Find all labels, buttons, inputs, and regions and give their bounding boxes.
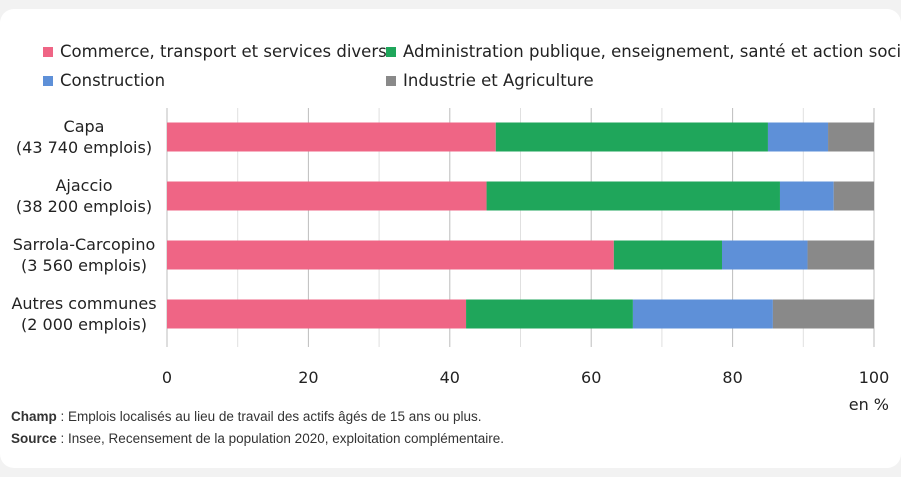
- bar-1-2: [779, 181, 834, 211]
- x-tick-60: 60: [581, 368, 601, 387]
- bar-0-0: [167, 122, 496, 152]
- category-label-2: Sarrola-Carcopino (3 560 emplois): [13, 235, 156, 275]
- chart-card: [0, 9, 901, 468]
- legend-label-0: Commerce, transport et services divers: [60, 42, 387, 61]
- bar-3-1: [466, 299, 633, 329]
- legend-swatch-3: [386, 76, 396, 86]
- champ-label: Champ: [11, 409, 57, 424]
- x-tick-0: 0: [162, 368, 172, 387]
- bar-2-1: [613, 240, 722, 270]
- chart-notes: Champ : Emplois localisés au lieu de tra…: [11, 406, 891, 450]
- source-label: Source: [11, 431, 57, 446]
- bar-0-1: [495, 122, 768, 152]
- legend: Commerce, transport et services divers Ad…: [43, 42, 901, 90]
- category-label-0: Capa (43 740 emplois): [16, 117, 152, 157]
- bar-2-0: [167, 240, 614, 270]
- legend-label-2: Construction: [60, 71, 165, 90]
- legend-label-3: Industrie et Agriculture: [403, 71, 594, 90]
- bar-0-3: [828, 122, 874, 152]
- x-unit-label: en %: [849, 395, 889, 414]
- bars: [167, 122, 874, 329]
- source-note: Source : Insee, Recensement de la popula…: [11, 428, 891, 450]
- legend-label-1: Administration publique, enseignement, s…: [403, 42, 901, 61]
- champ-note: Champ : Emplois localisés au lieu de tra…: [11, 406, 891, 428]
- y-axis-labels: Capa (43 740 emplois) Ajaccio (38 200 emplo…: [11, 117, 156, 334]
- x-tick-80: 80: [722, 368, 742, 387]
- bar-3-2: [632, 299, 773, 329]
- x-tick-20: 20: [298, 368, 318, 387]
- bar-2-2: [721, 240, 808, 270]
- x-axis-labels: 0 20 40 60 80 100 en %: [162, 368, 889, 414]
- legend-swatch-2: [43, 76, 53, 86]
- champ-text: : Emplois localisés au lieu de travail d…: [56, 409, 482, 424]
- bar-3-3: [772, 299, 874, 329]
- bar-2-3: [807, 240, 874, 270]
- category-label-1: Ajaccio (38 200 emplois): [16, 176, 152, 216]
- x-tick-100: 100: [859, 368, 890, 387]
- source-text: : Insee, Recensement de la population 20…: [56, 431, 505, 446]
- legend-swatch-1: [386, 47, 396, 57]
- legend-swatch-0: [43, 47, 53, 57]
- bar-1-1: [486, 181, 780, 211]
- category-label-3: Autres communes (2 000 emplois): [11, 294, 156, 334]
- bar-1-3: [833, 181, 874, 211]
- x-tick-40: 40: [440, 368, 460, 387]
- bar-3-0: [167, 299, 467, 329]
- bar-0-2: [767, 122, 829, 152]
- bar-1-0: [167, 181, 487, 211]
